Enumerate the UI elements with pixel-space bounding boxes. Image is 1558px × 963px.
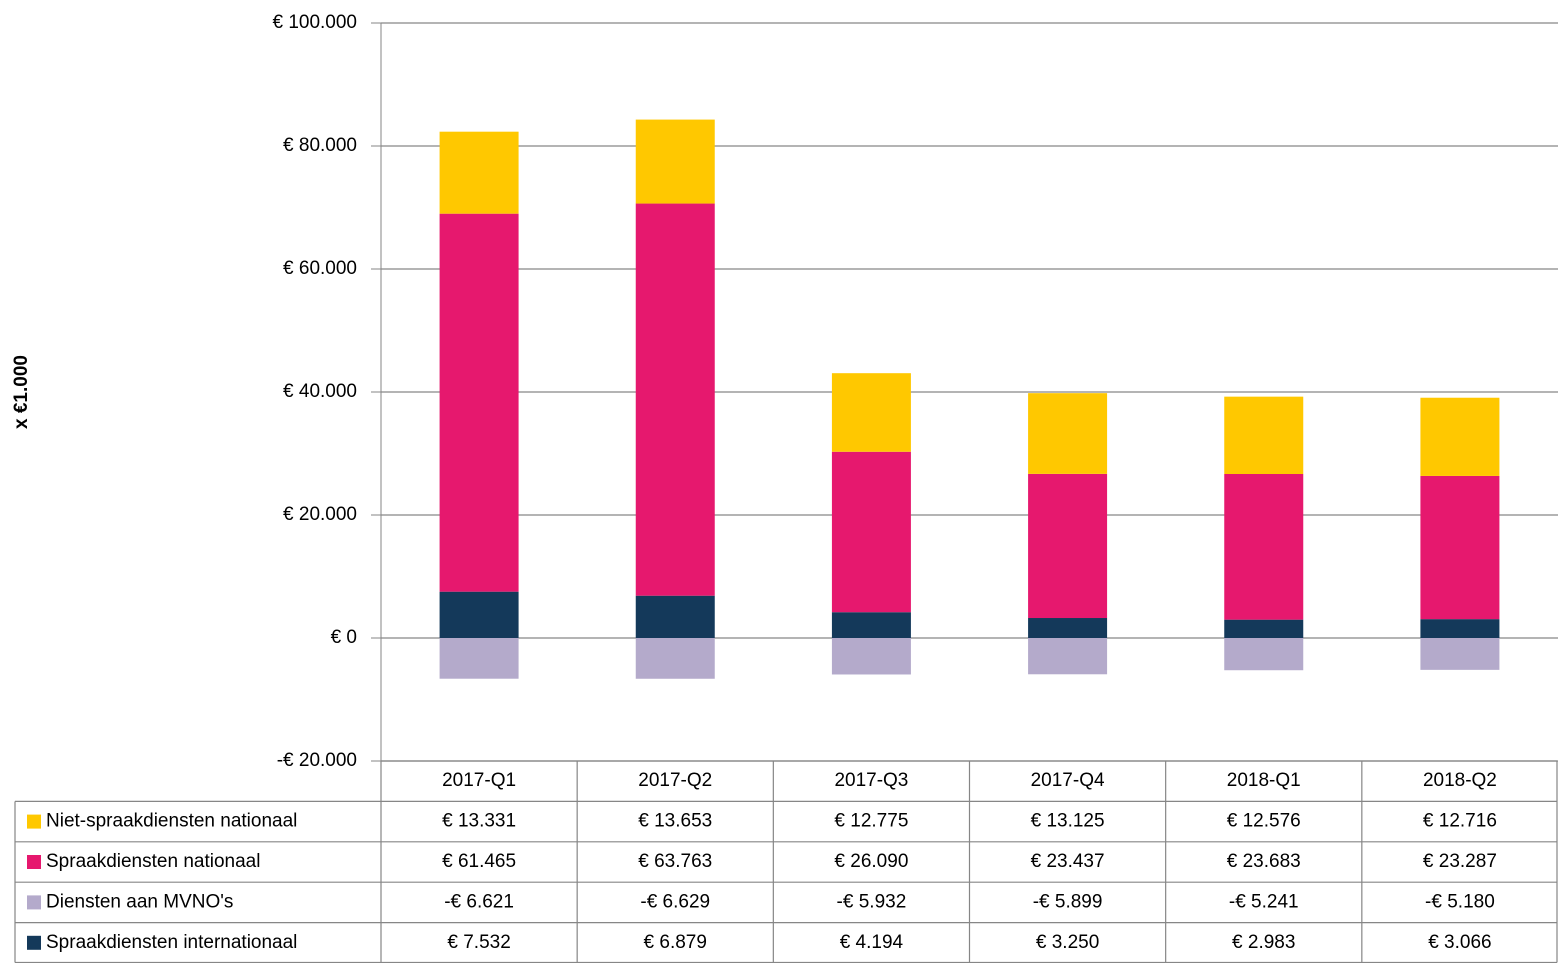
bar-segment bbox=[831, 612, 911, 638]
bar-segment bbox=[635, 119, 715, 204]
table-cell: -€ 5.932 bbox=[837, 891, 907, 912]
y-axis-label: x €1.000 bbox=[11, 355, 32, 429]
legend-swatch bbox=[27, 814, 41, 829]
bar-segment bbox=[1420, 619, 1500, 638]
bar-segment bbox=[439, 213, 519, 592]
bar-segment bbox=[439, 131, 519, 214]
y-tick-label: € 40.000 bbox=[283, 381, 357, 402]
legend-label: Niet-spraakdiensten nationaal bbox=[46, 811, 297, 832]
table-cell: € 63.763 bbox=[638, 851, 712, 872]
y-tick-label: -€ 20.000 bbox=[277, 750, 357, 771]
x-tick-label: 2018-Q1 bbox=[1227, 770, 1301, 791]
y-tick-label: € 80.000 bbox=[283, 135, 357, 156]
y-tick-label: € 0 bbox=[331, 627, 357, 648]
bar-segment bbox=[439, 638, 519, 679]
table-cell: € 13.331 bbox=[442, 811, 516, 832]
table-cell: -€ 5.180 bbox=[1425, 891, 1495, 912]
legend-swatch bbox=[27, 895, 41, 910]
y-tick-label: € 100.000 bbox=[272, 12, 357, 33]
bar-segment bbox=[831, 373, 911, 452]
table-cell: € 3.250 bbox=[1036, 932, 1099, 953]
table-cell: € 12.716 bbox=[1423, 811, 1497, 832]
x-tick-label: 2017-Q1 bbox=[442, 770, 516, 791]
legend-swatch bbox=[27, 935, 41, 950]
bar-segment bbox=[1224, 396, 1304, 475]
table-cell: € 12.576 bbox=[1227, 811, 1301, 832]
table-cell: -€ 6.621 bbox=[444, 891, 514, 912]
y-tick-label: € 60.000 bbox=[283, 258, 357, 279]
bar-segment bbox=[1028, 393, 1108, 474]
bar-segment bbox=[1420, 475, 1500, 620]
legend-label: Spraakdiensten internationaal bbox=[46, 932, 297, 953]
table-cell: € 26.090 bbox=[834, 851, 908, 872]
bar-segment bbox=[1224, 474, 1304, 620]
table-cell: € 7.532 bbox=[447, 932, 510, 953]
table-cell: € 2.983 bbox=[1232, 932, 1295, 953]
bar-segment bbox=[831, 638, 911, 675]
table-cell: € 23.287 bbox=[1423, 851, 1497, 872]
table-cell: € 23.437 bbox=[1031, 851, 1105, 872]
table-cell: -€ 5.241 bbox=[1229, 891, 1299, 912]
table-cell: -€ 6.629 bbox=[640, 891, 710, 912]
table-cell: -€ 5.899 bbox=[1033, 891, 1103, 912]
x-tick-label: 2017-Q4 bbox=[1031, 770, 1105, 791]
bar-segment bbox=[635, 638, 715, 679]
table-cell: € 3.066 bbox=[1428, 932, 1491, 953]
y-tick-label: € 20.000 bbox=[283, 504, 357, 525]
x-tick-label: 2018-Q2 bbox=[1423, 770, 1497, 791]
bar-segment bbox=[1420, 638, 1500, 670]
table-cell: € 23.683 bbox=[1227, 851, 1301, 872]
bar-segment bbox=[1420, 397, 1500, 476]
bar-segment bbox=[635, 595, 715, 638]
table-cell: € 13.653 bbox=[638, 811, 712, 832]
bar-segment bbox=[831, 451, 911, 613]
bar-segment bbox=[1028, 618, 1108, 638]
bar-segment bbox=[1028, 473, 1108, 619]
table-cell: € 4.194 bbox=[840, 932, 904, 953]
table-cell: € 13.125 bbox=[1031, 811, 1105, 832]
bar-segment bbox=[1028, 638, 1108, 675]
bar-segment bbox=[635, 203, 715, 596]
bar-segment bbox=[1224, 619, 1304, 638]
legend-label: Diensten aan MVNO's bbox=[46, 891, 233, 912]
table-cell: € 12.775 bbox=[834, 811, 908, 832]
bar-segment bbox=[439, 591, 519, 638]
legend-label: Spraakdiensten nationaal bbox=[46, 851, 260, 872]
bar-segment bbox=[1224, 638, 1304, 671]
x-tick-label: 2017-Q3 bbox=[834, 770, 908, 791]
x-tick-label: 2017-Q2 bbox=[638, 770, 712, 791]
table-cell: € 61.465 bbox=[442, 851, 516, 872]
table-cell: € 6.879 bbox=[644, 932, 707, 953]
legend-swatch bbox=[27, 855, 41, 869]
